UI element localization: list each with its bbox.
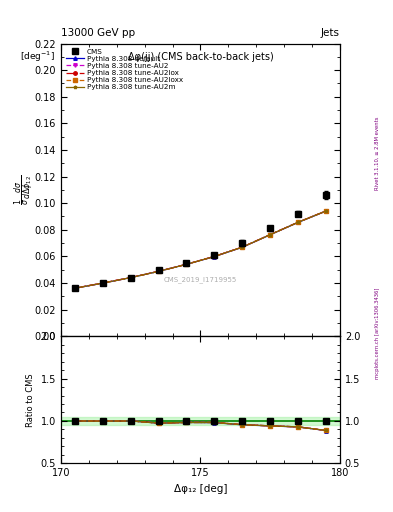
Pythia 8.308 tune-AU2m xyxy=(184,261,189,267)
Text: Δφ(jj) (CMS back-to-back jets): Δφ(jj) (CMS back-to-back jets) xyxy=(128,52,273,62)
Pythia 8.308 tune-AU2 xyxy=(212,253,217,260)
Text: 13000 GeV pp: 13000 GeV pp xyxy=(61,28,135,38)
Pythia 8.308 default xyxy=(73,285,77,291)
Pythia 8.308 tune-AU2m xyxy=(296,219,301,225)
Text: Rivet 3.1.10, ≥ 2.8M events: Rivet 3.1.10, ≥ 2.8M events xyxy=(375,117,380,190)
Pythia 8.308 tune-AU2loxx xyxy=(268,231,273,238)
Line: Pythia 8.308 tune-AU2loxx: Pythia 8.308 tune-AU2loxx xyxy=(73,209,328,290)
Pythia 8.308 tune-AU2m xyxy=(73,285,77,291)
Pythia 8.308 tune-AU2lox xyxy=(212,253,217,260)
Pythia 8.308 tune-AU2lox xyxy=(324,208,329,214)
Pythia 8.308 tune-AU2 xyxy=(268,231,273,238)
Line: Pythia 8.308 tune-AU2lox: Pythia 8.308 tune-AU2lox xyxy=(73,209,328,290)
Pythia 8.308 tune-AU2 xyxy=(184,261,189,267)
Pythia 8.308 default xyxy=(324,208,329,214)
Pythia 8.308 tune-AU2m xyxy=(156,268,161,274)
Line: Pythia 8.308 tune-AU2m: Pythia 8.308 tune-AU2m xyxy=(73,209,328,290)
Pythia 8.308 tune-AU2 xyxy=(156,268,161,274)
Pythia 8.308 tune-AU2loxx xyxy=(184,261,189,267)
Pythia 8.308 tune-AU2 xyxy=(324,208,329,214)
Pythia 8.308 tune-AU2lox xyxy=(184,261,189,267)
Pythia 8.308 tune-AU2lox xyxy=(156,268,161,274)
Text: $\frac{1}{\sigma}\frac{d\sigma}{d\Delta\phi_{12}}$: $\frac{1}{\sigma}\frac{d\sigma}{d\Delta\… xyxy=(13,175,37,205)
Pythia 8.308 tune-AU2lox xyxy=(268,231,273,238)
Pythia 8.308 tune-AU2loxx xyxy=(296,219,301,225)
Pythia 8.308 tune-AU2loxx xyxy=(129,274,133,281)
Pythia 8.308 tune-AU2lox xyxy=(296,219,301,225)
Text: mcplots.cern.ch [arXiv:1306.3436]: mcplots.cern.ch [arXiv:1306.3436] xyxy=(375,287,380,378)
Pythia 8.308 default xyxy=(184,261,189,267)
Line: Pythia 8.308 default: Pythia 8.308 default xyxy=(73,209,328,290)
Legend: CMS, Pythia 8.308 default, Pythia 8.308 tune-AU2, Pythia 8.308 tune-AU2lox, Pyth: CMS, Pythia 8.308 default, Pythia 8.308 … xyxy=(64,47,184,92)
Pythia 8.308 tune-AU2m xyxy=(324,208,329,214)
Pythia 8.308 tune-AU2loxx xyxy=(212,253,217,260)
Pythia 8.308 tune-AU2loxx xyxy=(240,244,245,250)
Pythia 8.308 tune-AU2m xyxy=(212,253,217,260)
Pythia 8.308 default xyxy=(212,253,217,260)
X-axis label: Δφ₁₂ [deg]: Δφ₁₂ [deg] xyxy=(174,484,227,494)
Pythia 8.308 default xyxy=(268,232,273,238)
Pythia 8.308 default xyxy=(240,244,245,250)
Pythia 8.308 tune-AU2lox xyxy=(73,285,77,291)
Line: Pythia 8.308 tune-AU2: Pythia 8.308 tune-AU2 xyxy=(73,209,328,290)
Pythia 8.308 tune-AU2 xyxy=(101,280,105,286)
Pythia 8.308 tune-AU2loxx xyxy=(324,208,329,214)
Pythia 8.308 default xyxy=(156,268,161,274)
Pythia 8.308 tune-AU2m xyxy=(268,231,273,238)
Pythia 8.308 default xyxy=(101,280,105,286)
Pythia 8.308 tune-AU2m xyxy=(240,244,245,250)
Pythia 8.308 tune-AU2loxx xyxy=(101,280,105,286)
Pythia 8.308 tune-AU2m xyxy=(101,280,105,286)
Pythia 8.308 tune-AU2 xyxy=(296,219,301,225)
Bar xyxy=(61,417,340,425)
Pythia 8.308 tune-AU2m xyxy=(129,274,133,281)
Pythia 8.308 tune-AU2lox xyxy=(101,280,105,286)
Text: Jets: Jets xyxy=(321,28,340,38)
Pythia 8.308 tune-AU2 xyxy=(240,244,245,250)
Pythia 8.308 tune-AU2loxx xyxy=(156,268,161,274)
Pythia 8.308 default xyxy=(129,274,133,281)
Text: [deg$^{-1}$]: [deg$^{-1}$] xyxy=(20,49,55,64)
Pythia 8.308 tune-AU2 xyxy=(129,274,133,281)
Pythia 8.308 tune-AU2loxx xyxy=(73,285,77,291)
Text: CMS_2019_I1719955: CMS_2019_I1719955 xyxy=(164,276,237,284)
Pythia 8.308 tune-AU2 xyxy=(73,285,77,291)
Pythia 8.308 tune-AU2lox xyxy=(129,274,133,281)
Pythia 8.308 tune-AU2lox xyxy=(240,244,245,250)
Y-axis label: Ratio to CMS: Ratio to CMS xyxy=(26,373,35,426)
Pythia 8.308 default xyxy=(296,219,301,225)
